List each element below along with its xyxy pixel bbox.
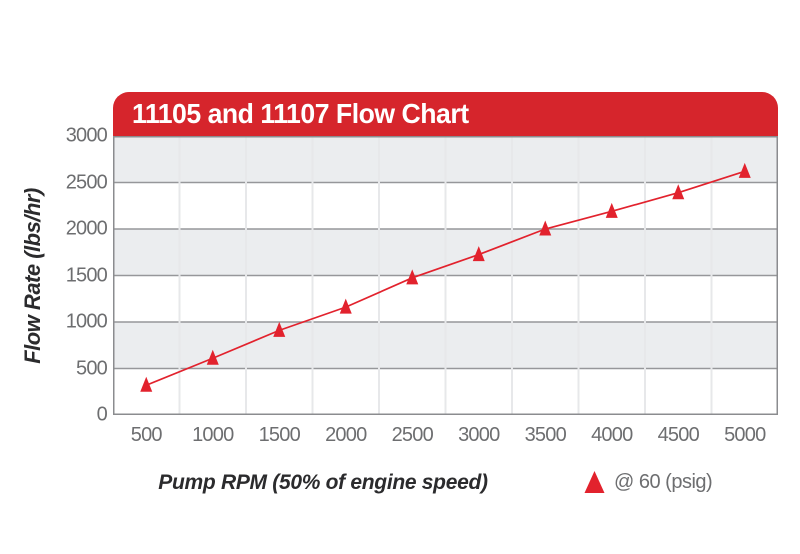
data-point-triangle-icon <box>672 184 685 200</box>
x-axis-title: Pump RPM (50% of engine speed) <box>158 471 488 494</box>
data-point-triangle-icon <box>539 220 552 236</box>
legend: @ 60 (psig) <box>584 468 713 496</box>
y-tick-label: 2500 <box>65 171 108 193</box>
data-point-triangle-icon <box>140 376 153 392</box>
x-tick-label: 4000 <box>591 424 633 446</box>
triangle-up-icon <box>584 471 605 493</box>
vertical-gridlines <box>178 136 713 415</box>
data-point-triangle-icon <box>339 298 352 314</box>
x-axis-tick-labels: 500 1000 1500 2000 2500 3000 3500 4000 4500 5000 <box>113 424 778 450</box>
data-point-triangle-icon <box>273 321 286 337</box>
y-axis-tick-labels: 0 500 1000 1500 2000 2500 3000 <box>0 125 108 426</box>
legend-label: @ 60 (psig) <box>614 470 713 493</box>
x-tick-label: 3500 <box>524 424 567 446</box>
data-point-triangle-icon <box>472 246 485 262</box>
flow-rate-chart <box>113 136 778 415</box>
data-point-markers <box>140 162 751 392</box>
chart-title: 11105 and 11107 Flow Chart <box>132 98 469 129</box>
x-tick-label: 4500 <box>657 424 700 446</box>
y-tick-label: 3000 <box>65 124 108 147</box>
x-tick-label: 2500 <box>391 424 434 446</box>
y-tick-label: 2000 <box>65 217 108 240</box>
y-tick-label: 500 <box>76 357 108 379</box>
plot-border <box>113 136 778 415</box>
y-tick-label: 1000 <box>65 310 108 333</box>
x-tick-label: 3000 <box>458 424 500 446</box>
x-tick-label: 2000 <box>325 424 367 446</box>
x-tick-label: 5000 <box>724 424 766 446</box>
data-point-triangle-icon <box>605 202 618 218</box>
data-point-triangle-icon <box>406 269 419 285</box>
y-tick-label: 1500 <box>65 264 108 286</box>
data-point-triangle-icon <box>206 349 219 365</box>
x-tick-label: 1500 <box>258 424 301 446</box>
plot-area <box>113 136 778 415</box>
y-tick-label: 0 <box>96 403 108 426</box>
series-line <box>145 170 746 387</box>
x-tick-label: 500 <box>130 424 163 446</box>
x-tick-label: 1000 <box>192 424 234 446</box>
chart-title-banner: 11105 and 11107 Flow Chart <box>113 92 778 136</box>
data-point-triangle-icon <box>738 162 751 178</box>
